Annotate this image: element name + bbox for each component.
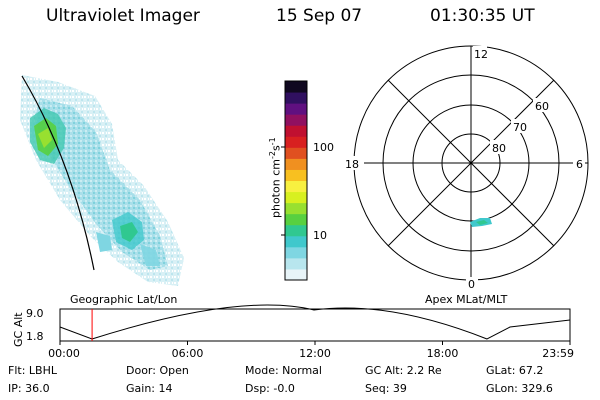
mlt-label-6: 6 (576, 158, 583, 171)
info-gain: Gain: 14 (126, 382, 173, 395)
info-glon: GLon: 329.6 (486, 382, 553, 395)
colorbar-tick-10: 10 (313, 229, 327, 242)
colorbar-cell (285, 202, 307, 215)
date: 15 Sep 07 (276, 6, 363, 26)
info-mode: Mode: Normal (245, 364, 322, 377)
info-filter: Flt: LBHL (8, 364, 57, 377)
colorbar-cell (285, 103, 307, 115)
info-door: Door: Open (126, 364, 189, 377)
colorbar-cell (285, 114, 307, 126)
lat-label-60: 60 (535, 100, 549, 113)
colorbar-label: photon cm-2s-1 (268, 137, 283, 218)
x-tick-label: 00:00 (48, 347, 80, 360)
y-tick-9: 9.0 (26, 307, 44, 320)
x-tick-label: 12:00 (299, 347, 331, 360)
info-seq: Seq: 39 (365, 382, 407, 395)
x-tick-label: 06:00 (172, 347, 204, 360)
title: Ultraviolet Imager (46, 6, 200, 26)
auroral-image (20, 75, 184, 286)
colorbar-cell (285, 136, 307, 148)
mlt-label-0: 0 (468, 278, 475, 291)
x-tick-label: 23:59 (542, 347, 574, 360)
info-dsp: Dsp: -0.0 (245, 382, 295, 395)
colorbar: 100 10 (281, 80, 334, 281)
timeline-right-label: Apex MLat/MLT (425, 293, 508, 306)
colorbar-cell (285, 213, 307, 226)
lat-label-80: 80 (492, 142, 506, 155)
colorbar-cell (285, 191, 307, 204)
time: 01:30:35 UT (430, 6, 535, 26)
colorbar-cell (285, 224, 307, 237)
timeline-panel: Geographic Lat/Lon Apex MLat/MLT 9.0 1.8… (12, 293, 574, 360)
colorbar-cell (285, 92, 307, 104)
y-tick-1-8: 1.8 (26, 330, 44, 343)
colorbar-cell (285, 180, 307, 193)
timeline-axis-label: GC Alt (12, 312, 25, 347)
colorbar-cell (285, 246, 307, 259)
lat-label-70: 70 (513, 121, 527, 134)
colorbar-cell (285, 147, 307, 159)
colorbar-cell (285, 158, 307, 170)
timeline-left-label: Geographic Lat/Lon (70, 293, 177, 306)
mlt-label-12: 12 (474, 48, 488, 61)
colorbar-cell (285, 235, 307, 248)
info-glat: GLat: 67.2 (486, 364, 544, 377)
colorbar-tick-100: 100 (313, 141, 334, 154)
info-ip: IP: 36.0 (8, 382, 50, 395)
x-tick-label: 18:00 (427, 347, 459, 360)
colorbar-cell (285, 268, 307, 281)
info-gc-alt: GC Alt: 2.2 Re (365, 364, 442, 377)
colorbar-cell (285, 81, 307, 93)
mlt-label-18: 18 (345, 158, 359, 171)
colorbar-cell (285, 125, 307, 137)
polar-plot (353, 45, 589, 281)
colorbar-cell (285, 257, 307, 270)
colorbar-cell (285, 169, 307, 181)
